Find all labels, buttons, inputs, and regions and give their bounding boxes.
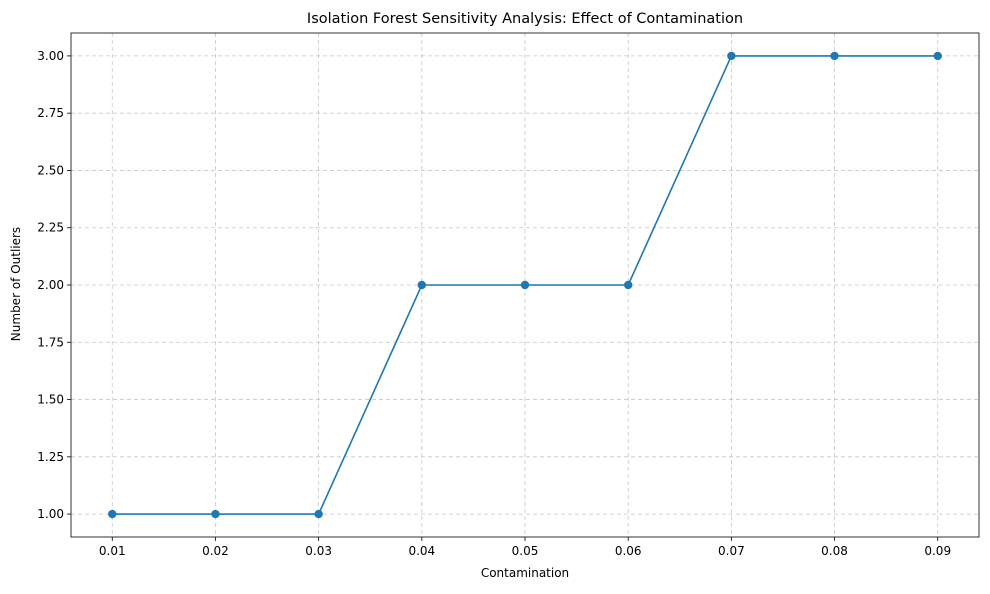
- data-point: [417, 280, 427, 290]
- data-point: [623, 280, 633, 290]
- data-point: [314, 509, 323, 519]
- x-tick-label: 0.09: [924, 544, 951, 558]
- x-tick-label: 0.04: [408, 544, 435, 558]
- data-point: [727, 51, 736, 61]
- y-tick-label: 1.25: [37, 450, 64, 464]
- x-tick-label: 0.02: [202, 544, 229, 558]
- y-tick-label: 2.00: [37, 278, 64, 292]
- data-point: [211, 509, 220, 519]
- axes: 0.01 0.02 0.03 0.04 0.05 0.06 0.07 0.08 0.09 1.00…: [37, 32, 980, 558]
- y-tick-label: 1.50: [37, 393, 64, 407]
- series-layer: [108, 51, 942, 519]
- y-tick-label: 1.00: [37, 507, 64, 521]
- chart-title: Isolation Forest Sensitivity Analysis: E…: [307, 11, 743, 27]
- y-tick-label: 2.25: [37, 221, 64, 235]
- data-point: [520, 280, 530, 290]
- data-point: [830, 51, 839, 61]
- y-tick-label: 2.75: [37, 106, 64, 120]
- x-tick-label: 0.03: [305, 544, 332, 558]
- x-tick-label: 0.07: [718, 544, 745, 558]
- plot-frame: [70, 32, 980, 538]
- y-axis-label: Number of Outliers: [9, 227, 23, 341]
- y-tick-label: 1.75: [37, 335, 64, 349]
- data-point: [933, 51, 942, 61]
- x-tick-label: 0.06: [615, 544, 642, 558]
- x-tick-label: 0.05: [512, 544, 539, 558]
- y-tick-label: 3.00: [37, 49, 64, 63]
- x-tick-label: 0.01: [99, 544, 126, 558]
- data-point: [108, 509, 117, 519]
- x-axis-label: Contamination: [481, 566, 569, 580]
- y-tick-label: 2.50: [37, 163, 64, 177]
- x-tick-label: 0.08: [821, 544, 848, 558]
